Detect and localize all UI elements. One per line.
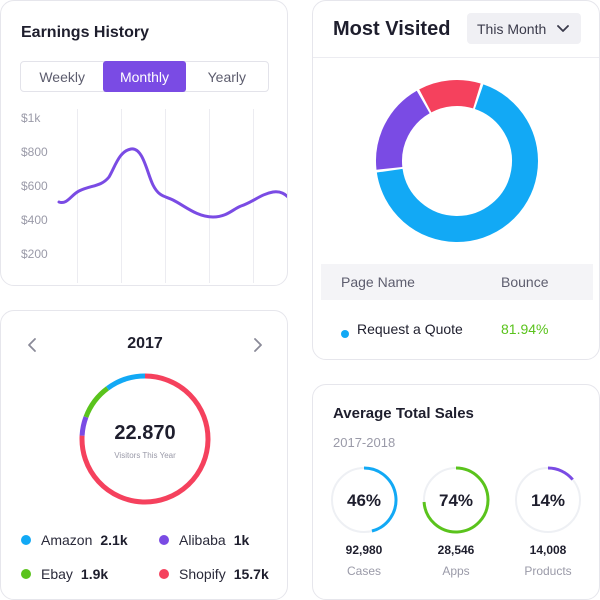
cases-progress-ring bbox=[331, 466, 398, 533]
row-page-name: Request a Quote bbox=[357, 321, 463, 337]
legend-dot bbox=[21, 535, 31, 545]
period-segmented-control: Weekly Monthly Yearly bbox=[20, 61, 269, 92]
legend-name: Ebay bbox=[41, 566, 73, 582]
y-axis-label: $800 bbox=[21, 145, 48, 159]
chevron-right-icon[interactable] bbox=[247, 335, 267, 355]
year-label: 2017 bbox=[127, 335, 163, 352]
row-bounce: 81.94% bbox=[501, 321, 549, 337]
sales-title: Average Total Sales bbox=[333, 405, 474, 422]
table-row[interactable]: Request a Quote 81.94% bbox=[321, 311, 593, 347]
row-color-dot bbox=[341, 330, 349, 338]
donut-slice-blue bbox=[376, 84, 538, 242]
legend-name: Alibaba bbox=[179, 532, 226, 548]
legend-ebay: Ebay 1.9k bbox=[21, 566, 108, 582]
average-sales-card: Average Total Sales 2017-2018 46% 92,980… bbox=[312, 384, 600, 600]
products-label: Products bbox=[524, 564, 572, 578]
column-page-name: Page Name bbox=[341, 274, 415, 290]
ring-segment-ebay bbox=[83, 386, 110, 418]
sales-period: 2017-2018 bbox=[333, 435, 396, 450]
period-dropdown-label: This Month bbox=[477, 20, 547, 37]
earnings-line-chart bbox=[57, 147, 287, 219]
table-header: Page Name Bounce bbox=[321, 264, 593, 300]
legend-name: Amazon bbox=[41, 532, 93, 548]
donut-slice-red bbox=[419, 80, 481, 113]
ring-segment-shopify bbox=[79, 373, 211, 505]
visitors-caption: Visitors This Year bbox=[114, 451, 176, 460]
visitors-total: 22.870 bbox=[114, 422, 176, 444]
grid-line bbox=[253, 109, 254, 283]
legend-dot bbox=[21, 569, 31, 579]
cases-percent: 46% bbox=[346, 491, 382, 510]
ring-progress bbox=[422, 466, 490, 534]
tab-monthly[interactable]: Monthly bbox=[103, 61, 186, 92]
legend-shopify: Shopify 15.7k bbox=[159, 566, 269, 582]
chevron-down-icon bbox=[557, 25, 569, 32]
products-progress-ring bbox=[515, 466, 581, 533]
legend-value: 15.7k bbox=[233, 566, 269, 582]
tab-yearly[interactable]: Yearly bbox=[207, 68, 247, 85]
legend-name: Shopify bbox=[179, 566, 226, 582]
column-bounce: Bounce bbox=[501, 274, 549, 290]
products-count: 14,008 bbox=[529, 543, 567, 557]
visitors-ring-chart bbox=[79, 373, 211, 505]
ring-progress bbox=[363, 466, 398, 533]
tab-weekly[interactable]: Weekly bbox=[39, 68, 85, 85]
legend-alibaba: Alibaba 1k bbox=[159, 532, 249, 548]
apps-label: Apps bbox=[442, 564, 470, 578]
most-visited-card: Most Visited This Month Page Name Bounce… bbox=[312, 0, 600, 360]
y-axis-label: $400 bbox=[21, 213, 48, 227]
legend-value: 1k bbox=[233, 532, 250, 548]
visits-donut-chart bbox=[376, 80, 538, 242]
legend-dot bbox=[159, 569, 169, 579]
earnings-title: Earnings History bbox=[21, 24, 150, 41]
earnings-line bbox=[57, 147, 287, 219]
legend-dot bbox=[159, 535, 169, 545]
grid-line bbox=[209, 109, 210, 283]
y-axis-label: $1k bbox=[21, 111, 41, 125]
legend-amazon: Amazon 2.1k bbox=[21, 532, 128, 548]
row-dot bbox=[341, 325, 349, 341]
chevron-left-icon[interactable] bbox=[23, 335, 43, 355]
donut-slice-purple bbox=[376, 90, 431, 170]
apps-count: 28,546 bbox=[437, 543, 475, 557]
period-dropdown[interactable]: This Month bbox=[467, 13, 581, 44]
legend-value: 2.1k bbox=[100, 532, 128, 548]
cases-count: 92,980 bbox=[345, 543, 383, 557]
cases-label: Cases bbox=[346, 564, 381, 578]
products-percent: 14% bbox=[530, 491, 566, 510]
ring-segment-alibaba bbox=[79, 416, 89, 436]
header-divider bbox=[313, 57, 599, 58]
most-visited-title: Most Visited bbox=[333, 18, 451, 40]
apps-progress-ring bbox=[422, 466, 490, 534]
y-axis-label: $600 bbox=[21, 179, 48, 193]
ring-segment-amazon bbox=[106, 373, 146, 391]
apps-percent: 74% bbox=[438, 491, 474, 510]
grid-line bbox=[121, 109, 122, 283]
legend-value: 1.9k bbox=[80, 566, 109, 582]
grid-line bbox=[77, 109, 78, 283]
ring-progress bbox=[547, 466, 574, 481]
year-summary-card: 2017 22.870 Visitors This Year Amazon 2.… bbox=[0, 310, 288, 600]
y-axis-label: $200 bbox=[21, 247, 48, 261]
earnings-history-card: Earnings History Weekly Monthly Yearly $… bbox=[0, 0, 288, 286]
